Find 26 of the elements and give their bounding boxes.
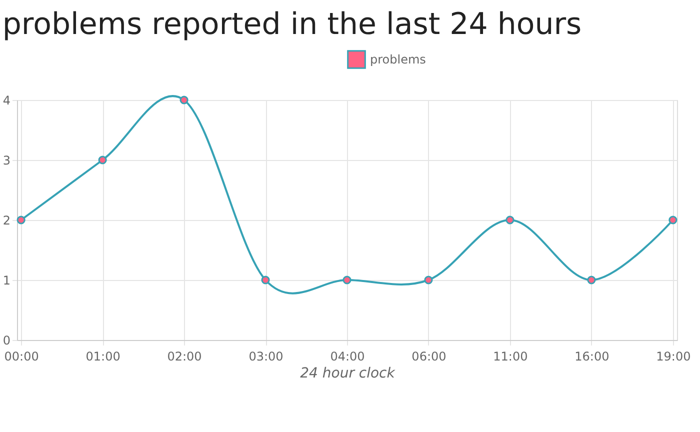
point <box>587 276 596 284</box>
point <box>424 276 433 284</box>
x-tick-label: 06:00 <box>412 350 446 364</box>
x-tick-label: 04:00 <box>330 350 365 364</box>
x-tick-label: 02:00 <box>167 350 202 364</box>
point <box>98 156 107 164</box>
x-tick-label: 16:00 <box>574 350 610 364</box>
point <box>668 216 678 224</box>
y-tick-label: 3 <box>2 154 10 168</box>
x-tick-label: 00:00 <box>4 350 39 364</box>
chart-title: problems reported in the last 24 hours <box>2 7 582 42</box>
y-tick-label: 1 <box>2 274 10 288</box>
x-tick-label: 19:00 <box>656 350 691 364</box>
x-axis-title: 24 hour clock <box>300 366 396 382</box>
x-tick-label: 11:00 <box>493 350 528 364</box>
point <box>506 216 514 224</box>
point <box>261 276 270 284</box>
y-tick-label: 2 <box>2 214 10 228</box>
y-tick-label: 0 <box>2 334 10 348</box>
y-tick-label: 4 <box>2 94 10 108</box>
x-tick-label: 01:00 <box>86 350 120 364</box>
x-tick-label: 03:00 <box>248 350 284 364</box>
point <box>16 216 26 224</box>
point <box>180 96 188 104</box>
legend-label: problems <box>370 52 426 66</box>
point <box>342 276 352 284</box>
